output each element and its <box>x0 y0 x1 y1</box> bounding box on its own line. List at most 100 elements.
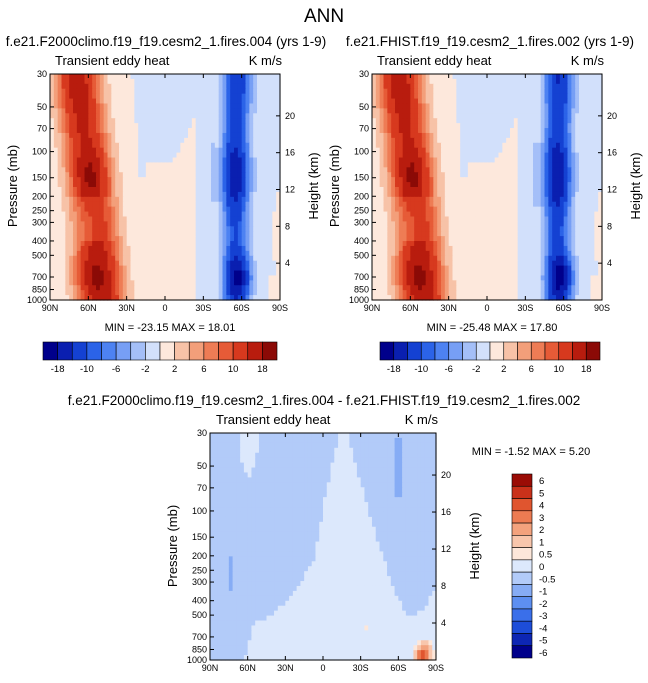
heatmap-cell <box>395 187 400 193</box>
heatmap-cell <box>88 245 93 252</box>
heatmap-cell <box>460 221 465 227</box>
heatmap-cell <box>590 196 595 203</box>
heatmap-cell <box>115 113 120 119</box>
heatmap-cell <box>563 157 569 164</box>
heatmap-cell <box>199 270 204 277</box>
heatmap-cell <box>237 128 243 134</box>
heatmap-cell <box>119 290 124 296</box>
heatmap-cell <box>471 191 477 198</box>
heatmap-cell <box>490 167 496 173</box>
heatmap-cell <box>383 88 388 95</box>
heatmap-cell <box>145 98 151 105</box>
heatmap-cell <box>168 177 174 183</box>
heatmap-cell <box>563 137 569 144</box>
heatmap-cell <box>138 191 143 198</box>
heatmap-cell <box>437 123 442 129</box>
heatmap-cell <box>80 260 86 267</box>
heatmap-cell <box>142 152 147 159</box>
heatmap-cell <box>379 201 385 208</box>
heatmap-cell <box>467 93 473 100</box>
heatmap-cell <box>195 132 201 139</box>
heatmap-cell <box>138 290 143 296</box>
heatmap-cell <box>73 132 78 139</box>
heatmap-cell <box>211 78 216 85</box>
heatmap-cell <box>402 216 408 222</box>
heatmap-cell <box>264 201 270 208</box>
heatmap-cell <box>490 88 496 95</box>
heatmap-cell <box>168 118 174 124</box>
heatmap-cell <box>402 201 408 208</box>
heatmap-cell <box>556 123 561 129</box>
y-right-tick-label: 16 <box>285 148 295 158</box>
heatmap-cell <box>214 142 220 149</box>
heatmap-cell <box>188 245 193 252</box>
heatmap-cell <box>536 211 542 218</box>
heatmap-cell <box>222 162 227 168</box>
heatmap-cell <box>145 187 151 193</box>
heatmap-cell <box>99 108 105 114</box>
heatmap-cell <box>268 83 273 90</box>
heatmap-cell <box>406 245 411 252</box>
heatmap-cell <box>168 280 174 286</box>
heatmap-cell <box>460 177 465 183</box>
heatmap-cell <box>418 187 423 193</box>
heatmap-cell <box>594 245 599 252</box>
heatmap-cell <box>556 108 561 114</box>
y-tick-label: 300 <box>32 217 47 227</box>
heatmap-cell <box>579 236 584 242</box>
heatmap-cell <box>563 191 569 198</box>
heatmap-cell <box>268 137 273 144</box>
heatmap-cell <box>73 182 78 188</box>
heatmap-cell <box>540 236 546 242</box>
heatmap-cell <box>230 83 235 90</box>
heatmap-cell <box>460 123 465 129</box>
heatmap-cell <box>115 236 120 242</box>
heatmap-cell <box>161 290 166 296</box>
heatmap-cell <box>134 280 139 286</box>
heatmap-cell <box>80 295 86 301</box>
heatmap-cell <box>103 147 109 154</box>
heatmap-cell <box>379 88 385 95</box>
heatmap-cell <box>107 142 112 149</box>
heatmap-cell <box>76 108 82 114</box>
heatmap-cell <box>53 187 59 193</box>
heatmap-cell <box>119 196 124 203</box>
heatmap-cell <box>199 167 204 173</box>
heatmap-cell <box>92 226 97 232</box>
heatmap-cell <box>414 147 419 154</box>
heatmap-cell <box>126 93 132 100</box>
heatmap-cell <box>76 147 82 154</box>
heatmap-cell <box>475 108 480 114</box>
heatmap-cell <box>502 221 507 227</box>
heatmap-cell <box>510 187 515 193</box>
heatmap-cell <box>391 187 396 193</box>
heatmap-cell <box>153 137 158 144</box>
heatmap-cell <box>226 191 231 198</box>
heatmap-cell <box>421 78 427 85</box>
heatmap-cell <box>153 74 158 80</box>
heatmap-cell <box>92 295 97 301</box>
heatmap-cell <box>536 93 542 100</box>
heatmap-cell <box>276 290 281 296</box>
heatmap-cell <box>222 118 227 124</box>
heatmap-cell <box>433 177 438 183</box>
heatmap-cell <box>579 108 584 114</box>
heatmap-cell <box>406 226 411 232</box>
heatmap-cell <box>245 83 250 90</box>
heatmap-cell <box>53 211 59 218</box>
heatmap-cell <box>594 201 599 208</box>
heatmap-cell <box>391 162 396 168</box>
heatmap-cell <box>372 182 377 188</box>
heatmap-cells <box>372 74 603 301</box>
heatmap-cell <box>149 142 155 149</box>
heatmap-cell <box>134 74 139 80</box>
heatmap-cell <box>234 128 239 134</box>
heatmap-cell <box>402 93 408 100</box>
heatmap-cell <box>464 216 469 222</box>
heatmap-cell <box>444 167 450 173</box>
heatmap-cell <box>53 157 59 164</box>
heatmap-cell <box>115 187 120 193</box>
heatmap-cell <box>257 113 262 119</box>
heatmap-cell <box>96 231 101 237</box>
heatmap-cell <box>184 231 189 237</box>
